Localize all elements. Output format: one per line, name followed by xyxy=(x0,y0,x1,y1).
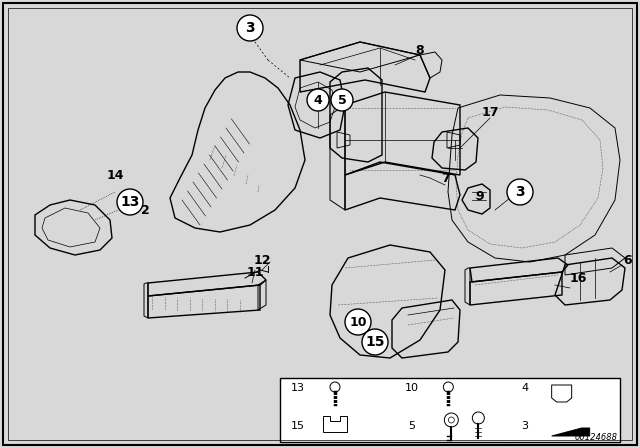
Text: 9: 9 xyxy=(476,190,484,202)
Circle shape xyxy=(507,179,533,205)
Text: 1: 1 xyxy=(506,185,515,198)
Circle shape xyxy=(362,329,388,355)
Text: 14: 14 xyxy=(106,168,124,181)
Text: 8: 8 xyxy=(416,43,424,56)
Text: 13: 13 xyxy=(291,383,305,393)
Text: 00124688: 00124688 xyxy=(575,433,618,442)
Circle shape xyxy=(345,309,371,335)
Circle shape xyxy=(117,189,143,215)
Text: 16: 16 xyxy=(570,271,587,284)
Text: 3: 3 xyxy=(245,21,255,35)
Polygon shape xyxy=(552,428,589,436)
Circle shape xyxy=(331,89,353,111)
Text: 6: 6 xyxy=(624,254,632,267)
Text: 15: 15 xyxy=(291,421,305,431)
Text: 12: 12 xyxy=(253,254,271,267)
Text: 2: 2 xyxy=(141,203,149,216)
Text: 4: 4 xyxy=(314,94,323,107)
Bar xyxy=(280,378,620,442)
Text: 10: 10 xyxy=(349,315,367,328)
Text: 3: 3 xyxy=(521,421,528,431)
Text: 17: 17 xyxy=(481,105,499,119)
Text: 13: 13 xyxy=(120,195,140,209)
Text: 5: 5 xyxy=(338,94,346,107)
Text: 10: 10 xyxy=(404,383,419,393)
Text: 15: 15 xyxy=(365,335,385,349)
Text: 4: 4 xyxy=(521,383,528,393)
Text: 7: 7 xyxy=(440,172,449,185)
Text: 5: 5 xyxy=(408,421,415,431)
Text: 3: 3 xyxy=(515,185,525,199)
Circle shape xyxy=(307,89,329,111)
Text: 11: 11 xyxy=(246,266,264,279)
Circle shape xyxy=(237,15,263,41)
